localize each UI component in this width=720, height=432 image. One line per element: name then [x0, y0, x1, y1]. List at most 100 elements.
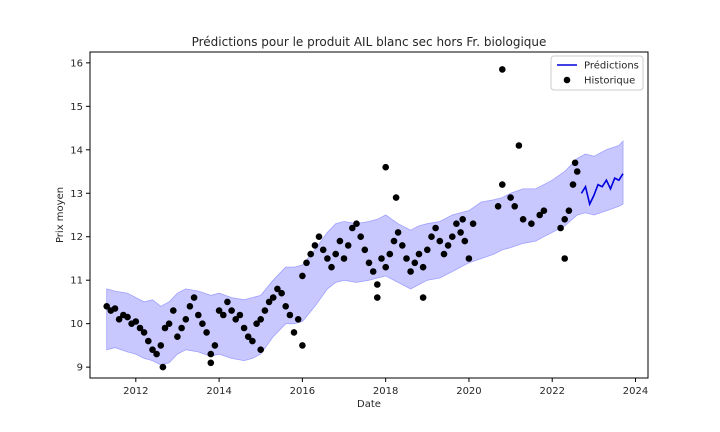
historique-point — [515, 142, 523, 149]
historique-point — [303, 259, 310, 267]
historique-point — [399, 242, 406, 249]
historique-point — [569, 181, 577, 188]
legend-dot-marker — [563, 76, 571, 84]
historique-point — [136, 324, 144, 332]
historique-point — [319, 246, 327, 254]
historique-point — [573, 168, 581, 175]
historique-point — [457, 229, 464, 236]
historique-point — [145, 337, 152, 345]
historique-point — [382, 263, 390, 271]
y-tick-label: 14 — [70, 145, 83, 156]
historique-point — [159, 363, 167, 371]
historique-point — [369, 268, 377, 275]
historique-point — [244, 333, 252, 341]
historique-point — [215, 307, 223, 314]
historique-point — [307, 250, 315, 258]
historique-point — [415, 250, 423, 258]
historique-point — [403, 255, 410, 262]
historique-point — [182, 316, 190, 323]
historique-point — [561, 216, 568, 223]
historique-point — [344, 242, 352, 249]
plot-area — [103, 66, 624, 371]
historique-point — [365, 259, 373, 267]
historique-point — [311, 242, 319, 249]
x-tick-label: 2018 — [373, 386, 398, 397]
historique-point — [459, 216, 467, 223]
y-tick-label: 13 — [70, 189, 83, 200]
historique-point — [257, 346, 265, 354]
historique-point — [528, 220, 535, 227]
y-axis-label: Prix moyen — [55, 187, 66, 243]
historique-point — [253, 320, 260, 328]
historique-point — [174, 333, 181, 341]
historique-point — [511, 203, 518, 210]
historique-point — [465, 255, 473, 262]
historique-point — [111, 305, 119, 312]
historique-point — [161, 324, 169, 332]
historique-point — [382, 163, 390, 171]
historique-point — [536, 211, 543, 219]
historique-point — [461, 237, 469, 245]
historique-point — [357, 233, 365, 240]
historique-point — [165, 320, 173, 328]
historique-point — [494, 203, 502, 210]
historique-point — [428, 233, 435, 240]
historique-point — [207, 359, 215, 367]
historique-point — [190, 294, 198, 301]
historique-point — [440, 250, 448, 258]
historique-point — [561, 255, 568, 262]
historique-point — [186, 303, 194, 310]
axes-frame — [89, 51, 649, 379]
historique-point — [378, 255, 385, 262]
historique-point — [353, 220, 360, 227]
x-axis-label: Date — [357, 399, 381, 410]
historique-point — [432, 224, 439, 232]
historique-point — [444, 242, 452, 249]
y-tick-label: 12 — [70, 232, 83, 243]
historique-point — [557, 224, 564, 232]
historique-point — [565, 207, 573, 214]
historique-point — [132, 318, 140, 325]
historique-point — [507, 194, 514, 201]
historique-point — [374, 281, 381, 288]
y-tick-label: 11 — [70, 276, 83, 287]
axis-ticks: 2012 2014 2016 2018 2020 2022 2024 9 10 11 12 13 14 1… — [70, 58, 648, 397]
historique-point — [232, 316, 239, 323]
historique-point — [249, 337, 256, 345]
y-tick-label: 16 — [70, 58, 83, 69]
historique-point — [211, 342, 219, 349]
historique-point — [386, 250, 394, 258]
x-tick-label: 2012 — [123, 386, 148, 397]
historique-point — [282, 303, 290, 310]
historique-point — [178, 324, 185, 332]
historique-point — [315, 233, 323, 240]
historique-point — [257, 316, 265, 323]
historique-point — [336, 237, 344, 245]
historique-point — [469, 220, 477, 227]
historique-point — [278, 289, 285, 297]
historique-point — [269, 294, 277, 301]
historique-point — [453, 220, 460, 227]
y-tick-label: 15 — [70, 102, 83, 113]
historique-point — [407, 268, 414, 275]
historique-point — [261, 307, 269, 314]
legend-entry-predictions: Prédictions — [584, 60, 639, 72]
historique-point — [411, 259, 419, 267]
historique-point — [240, 324, 248, 332]
historique-point — [140, 329, 148, 336]
historique-point — [540, 207, 548, 214]
prediction-line — [580, 173, 624, 207]
historique-point — [419, 294, 427, 301]
historique-point — [340, 255, 348, 262]
historique-point — [419, 263, 427, 271]
historique-point — [424, 246, 431, 254]
historique-point — [224, 298, 231, 306]
historique-point — [436, 237, 444, 245]
historique-point — [228, 307, 235, 314]
y-tick-label: 9 — [77, 363, 83, 374]
historique-point — [519, 216, 527, 223]
historique-point — [265, 298, 273, 306]
historique-point — [220, 311, 227, 319]
historique-point — [286, 311, 294, 319]
